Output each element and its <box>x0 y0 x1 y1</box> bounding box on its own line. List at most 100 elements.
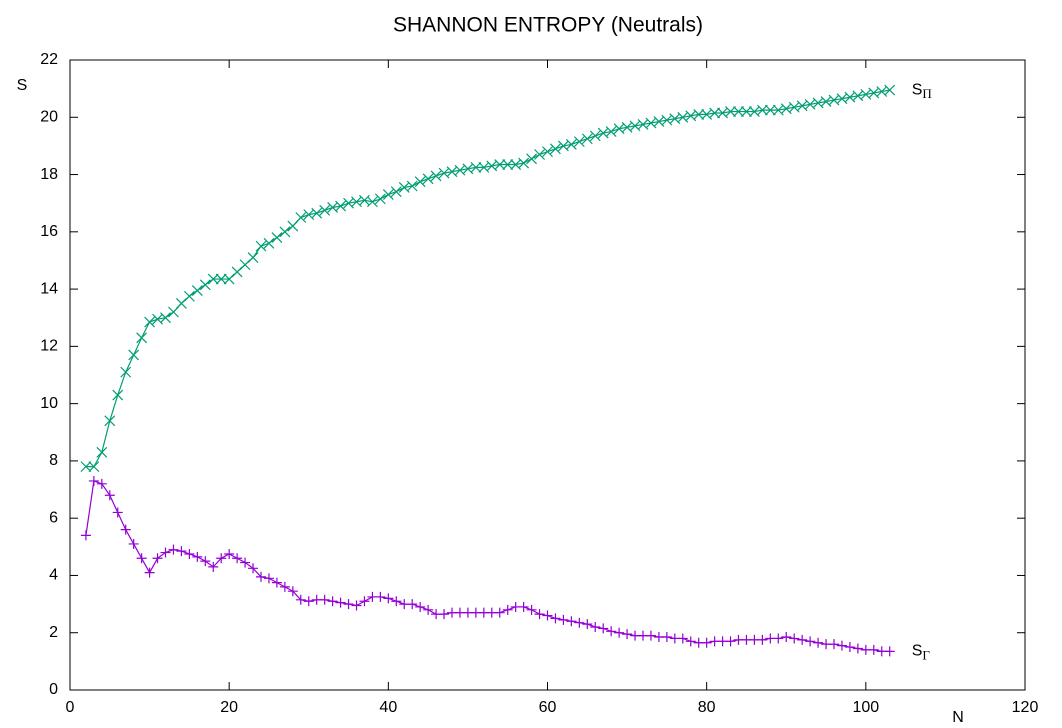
point-marker <box>685 636 696 647</box>
point-marker <box>232 553 243 564</box>
point-marker <box>415 601 426 612</box>
y-tick-label: 6 <box>49 509 58 526</box>
point-marker <box>797 634 808 645</box>
point-marker <box>781 632 792 643</box>
point-marker <box>406 180 418 192</box>
point-marker <box>80 461 92 473</box>
point-marker <box>494 607 505 618</box>
point-marker <box>359 596 370 607</box>
point-marker <box>390 186 402 198</box>
point-marker <box>335 200 347 212</box>
point-marker <box>550 143 561 155</box>
point-marker <box>622 629 633 640</box>
point-marker <box>366 196 378 208</box>
point-marker <box>605 126 617 138</box>
point-marker <box>271 232 283 243</box>
point-marker <box>725 636 736 647</box>
point-marker <box>829 639 839 650</box>
point-marker <box>80 530 91 541</box>
point-marker <box>422 173 434 185</box>
point-marker <box>558 614 569 625</box>
point-marker <box>279 581 290 592</box>
point-marker <box>764 104 776 116</box>
x-axis-label: N <box>952 709 964 726</box>
point-marker <box>502 159 514 170</box>
y-tick-label: 14 <box>40 280 58 297</box>
point-marker <box>88 475 99 486</box>
point-marker <box>200 556 211 567</box>
point-marker <box>574 617 585 628</box>
point-marker <box>192 551 203 562</box>
point-marker <box>191 285 203 296</box>
point-marker <box>168 544 179 555</box>
point-marker <box>327 596 338 607</box>
point-marker <box>160 312 171 324</box>
point-marker <box>263 573 274 584</box>
x-tick-label: 80 <box>698 699 716 716</box>
point-marker <box>184 548 195 559</box>
y-tick-label: 12 <box>40 338 58 355</box>
point-marker <box>606 626 617 637</box>
point-marker <box>343 599 354 610</box>
point-marker <box>96 478 107 489</box>
point-marker <box>589 130 601 142</box>
point-marker <box>661 632 672 643</box>
point-marker <box>566 616 577 627</box>
point-marker <box>104 415 116 427</box>
point-marker <box>152 553 163 564</box>
point-marker <box>534 149 545 160</box>
point-marker <box>582 619 593 630</box>
point-marker <box>773 633 784 644</box>
point-marker <box>279 226 291 238</box>
point-marker <box>374 193 386 205</box>
series-label: SΓ <box>912 643 931 663</box>
point-marker <box>884 84 896 96</box>
point-marker <box>518 601 529 612</box>
point-marker <box>884 646 895 657</box>
point-marker <box>255 240 267 252</box>
x-tick-label: 100 <box>852 699 879 716</box>
point-marker <box>414 176 426 188</box>
point-marker <box>311 207 323 219</box>
point-marker <box>573 136 585 148</box>
point-marker <box>88 461 100 473</box>
y-tick-label: 10 <box>40 395 58 412</box>
y-tick-label: 22 <box>40 51 58 68</box>
point-marker <box>112 389 124 401</box>
point-marker <box>319 594 330 605</box>
point-marker <box>526 153 538 165</box>
y-axis-label: S <box>17 77 28 94</box>
point-marker <box>375 591 386 602</box>
point-marker <box>677 633 688 644</box>
point-marker <box>295 594 306 605</box>
point-marker <box>383 593 394 604</box>
point-marker <box>144 316 156 328</box>
point-marker <box>470 161 482 173</box>
point-marker <box>542 610 553 621</box>
point-marker <box>550 613 561 624</box>
point-marker <box>176 546 187 557</box>
point-marker <box>136 553 147 564</box>
point-marker <box>215 273 227 285</box>
point-marker <box>335 597 346 608</box>
point-marker <box>709 107 721 119</box>
point-marker <box>518 157 530 169</box>
point-marker <box>96 446 108 458</box>
point-marker <box>240 557 251 568</box>
point-marker <box>303 596 314 607</box>
point-marker <box>581 133 593 145</box>
plot-border <box>69 59 1026 691</box>
point-marker <box>423 604 434 615</box>
point-marker <box>248 563 259 574</box>
point-marker <box>199 279 211 291</box>
point-marker <box>128 349 140 361</box>
point-marker <box>128 538 139 549</box>
point-marker <box>287 586 298 597</box>
point-marker <box>208 561 219 572</box>
point-marker <box>263 237 275 249</box>
point-marker <box>756 104 768 116</box>
y-tick-label: 18 <box>40 166 58 183</box>
x-tick-label: 60 <box>539 699 557 716</box>
point-marker <box>136 332 148 344</box>
point-marker <box>844 642 855 653</box>
